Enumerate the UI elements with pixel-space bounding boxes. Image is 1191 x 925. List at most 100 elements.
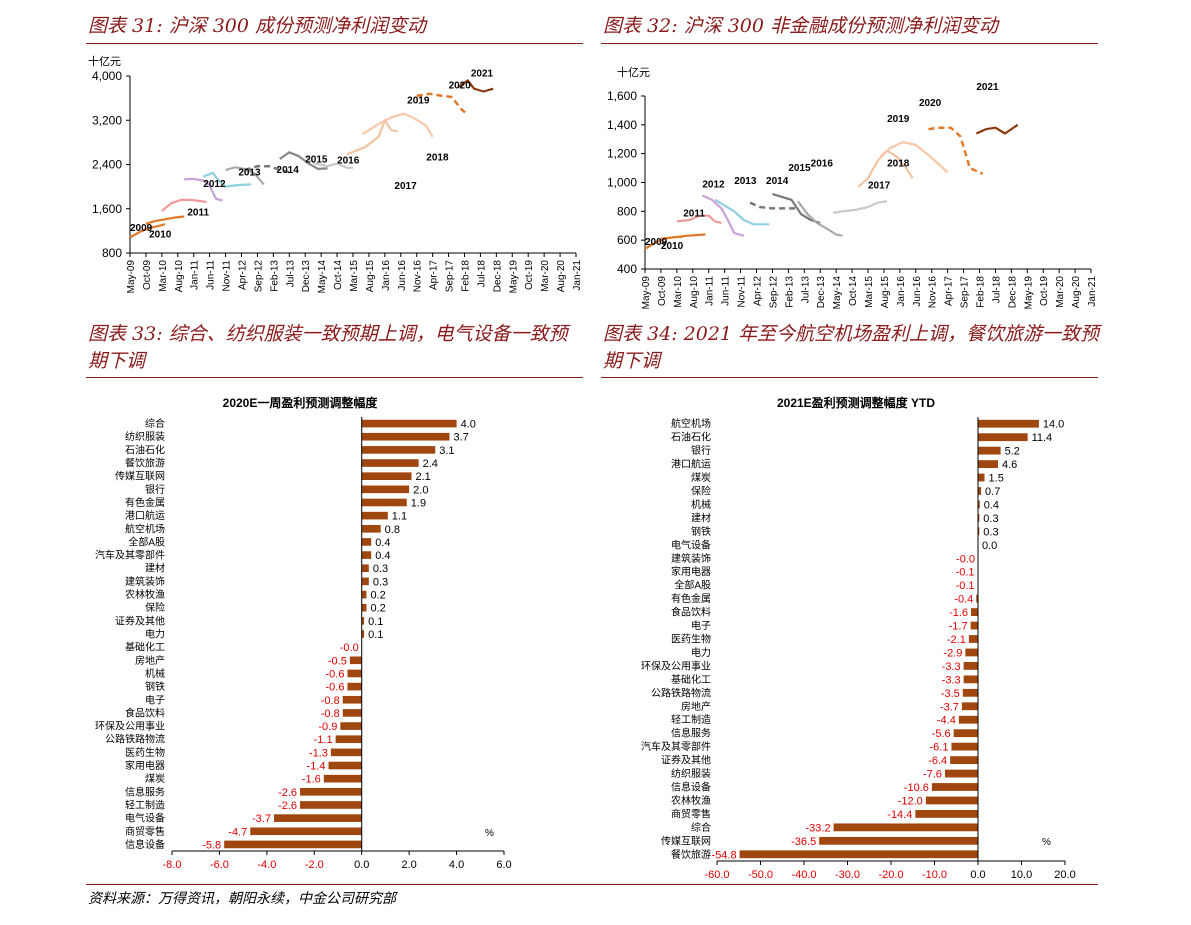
x-tick-label: Aug-20 [556,260,567,293]
figure-33-title-line1: 图表 33: 综合、纺织服装一致预期上调，电气设备一致预 [88,323,568,345]
x-tick-label: Nov-16 [928,276,939,309]
x-tick-label: 4.0 [449,859,464,871]
x-tick-label: -60.0 [704,869,729,881]
bar [931,783,978,791]
unit-label: 十亿元 [617,65,650,79]
category-label: 家用电器 [671,565,711,578]
category-label: 餐饮旅游 [125,457,165,470]
series-line-2012 [184,177,223,202]
x-tick-label: Oct-19 [524,260,535,290]
category-label: 基础化工 [125,641,165,654]
bar [342,695,362,704]
bar [361,590,367,599]
x-tick-label: -20.0 [878,869,903,881]
value-label: -2.6 [278,800,297,812]
series-line-2020 [416,92,469,116]
x-tick-label: 20.0 [1054,869,1075,881]
year-label: 2018 [887,159,910,170]
bar [361,485,410,494]
y-tick-label: 400 [617,262,637,276]
bar [978,460,999,468]
x-tick-label: Mar-10 [158,260,169,292]
year-label: 2019 [887,114,910,125]
value-label: -0.6 [326,668,345,680]
year-label: 2021 [471,69,494,80]
footer-rule [86,884,1098,885]
series-line-2021 [457,79,494,93]
value-label: -3.7 [940,701,959,713]
value-label: 0.4 [984,499,999,511]
x-tick-label: Feb-18 [461,260,472,292]
value-label: 0.2 [370,590,385,602]
value-label: -2.6 [278,787,297,799]
category-label: 信息服务 [125,785,165,798]
bar [340,722,362,730]
year-label: 2013 [734,176,757,187]
x-tick-label: Oct-09 [142,260,153,290]
series-line-2011 [161,198,207,212]
category-label: 纺织服装 [125,430,165,443]
category-label: 纺织服装 [671,767,711,780]
year-label: 2010 [149,230,172,241]
title-rule [86,43,583,44]
value-label: -10.6 [904,782,929,794]
value-label: -3.3 [942,661,961,673]
category-label: 综合 [691,821,711,834]
figure-34-title-line1: 图表 34: 2021 年至今航空机场盈利上调，餐饮旅游一致预 [603,323,1100,345]
y-tick-label: 2,400 [92,158,122,172]
category-label: 公路铁路物流 [105,733,165,746]
category-label: 轻工制造 [125,798,165,811]
category-label: 煤炭 [145,772,165,785]
category-label: 全部A股 [674,579,711,592]
category-label: 保险 [691,485,711,498]
x-tick-label: Aug-20 [1071,276,1082,309]
x-tick-label: Jan-21 [1087,276,1098,307]
figure-34-bar-chart: 2021E盈利预测调整幅度 YTD 航空机场 14.0 石油石化 11.4 银行 5.2 港口… [641,395,1076,881]
value-label: -1.6 [949,607,968,619]
series-line-2017 [304,155,353,169]
x-tick-label: Mar-20 [540,260,551,292]
series-line-2010 [660,233,706,240]
y-tick-label: 4,000 [92,69,122,83]
series-line-2016 [279,151,328,170]
bar [965,648,978,657]
category-label: 银行 [145,483,165,496]
bar [342,709,362,717]
bar [361,446,436,454]
year-label: 2011 [683,208,705,219]
category-label: 港口航运 [125,509,165,522]
bar [970,621,978,630]
value-label: -0.8 [321,708,340,720]
value-label: -0.1 [956,567,975,579]
x-tick-label: Jul-18 [991,276,1002,304]
bar [361,603,367,612]
x-tick-label: Sep-12 [768,276,779,309]
value-label: 4.6 [1002,459,1017,471]
value-label: 0.3 [373,563,388,575]
x-tick-label: Feb-18 [976,276,987,308]
value-label: -0.9 [318,721,337,733]
bar [978,500,980,509]
series-line-2019 [879,141,949,174]
x-tick-label: Jan-16 [896,276,907,307]
x-tick-label: Mar-10 [673,276,684,308]
x-tick-label: Jul-13 [285,260,296,288]
bar [976,594,978,603]
category-label: 环保及公用事业 [641,659,711,672]
value-label: -4.4 [937,715,956,727]
value-label: -2.9 [943,647,962,659]
x-tick-label: Jun-16 [912,276,923,307]
chart-title: 2021E盈利预测调整幅度 YTD [777,395,935,410]
value-label: 2.0 [413,484,428,496]
x-tick-label: -4.0 [257,859,276,871]
value-label: -0.0 [340,642,359,654]
x-tick-label: -30.0 [835,869,860,881]
x-tick-label: Nov-16 [413,260,424,293]
x-tick-label: Feb-13 [784,276,795,308]
x-tick-label: May-09 [126,260,137,294]
category-label: 环保及公用事业 [95,720,165,733]
category-label: 商贸零售 [125,825,165,838]
y-tick-label: 1,200 [607,147,637,161]
year-label: 2021 [976,82,999,93]
year-label: 2012 [702,180,725,191]
